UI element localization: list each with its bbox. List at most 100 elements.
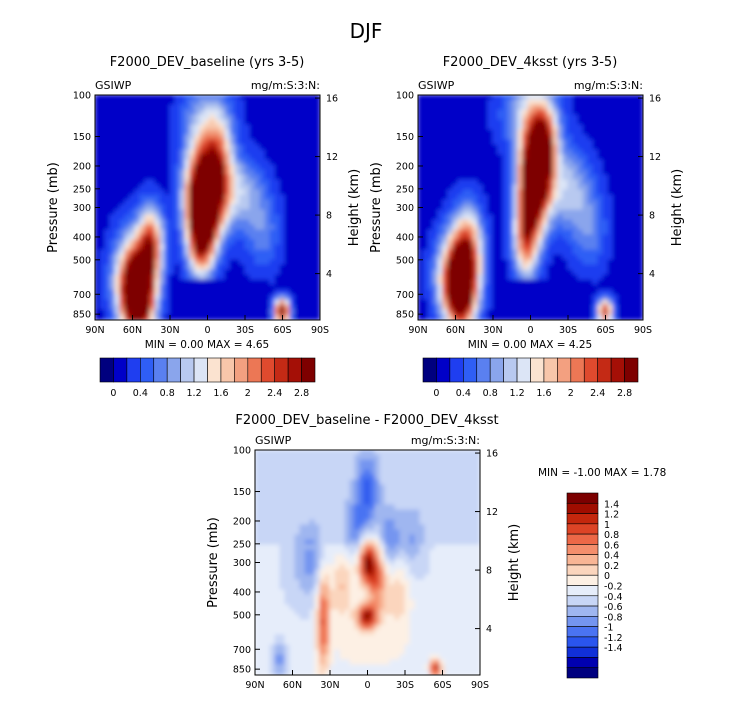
field-cell <box>502 199 509 206</box>
field-cell <box>294 244 301 251</box>
field-cell <box>432 254 439 261</box>
field-cell <box>264 474 271 481</box>
field-cell <box>482 279 489 286</box>
field-cell <box>547 95 554 101</box>
field-cell <box>632 284 639 291</box>
field-cell <box>249 154 256 161</box>
field-cell <box>164 229 171 236</box>
field-cell <box>184 124 191 131</box>
field-cell <box>522 179 529 186</box>
field-cell <box>259 264 266 271</box>
field-cell <box>109 129 116 136</box>
field-cell <box>622 244 629 251</box>
field-cell <box>354 529 361 536</box>
field-cell <box>99 119 106 126</box>
field-cell <box>474 454 480 461</box>
field-cell <box>522 124 529 131</box>
field-cell <box>469 504 476 511</box>
field-cell <box>592 95 599 101</box>
field-cell <box>184 209 191 216</box>
field-cell <box>129 189 136 196</box>
field-cell <box>422 134 429 141</box>
field-cell <box>149 249 156 256</box>
field-cell <box>467 244 474 251</box>
field-cell <box>309 459 316 466</box>
field-cell <box>439 524 446 531</box>
field-cell <box>154 119 161 126</box>
field-cell <box>467 274 474 281</box>
field-cell <box>194 314 201 320</box>
field-cell <box>517 294 524 301</box>
field-cell <box>522 239 529 246</box>
field-cell <box>294 450 301 456</box>
field-cell <box>144 204 151 211</box>
field-cell <box>469 514 476 521</box>
field-cell <box>224 184 231 191</box>
field-cell <box>447 314 454 320</box>
field-cell <box>537 189 544 196</box>
field-cell <box>597 174 604 181</box>
field-cell <box>204 234 211 241</box>
field-cell <box>562 269 569 276</box>
field-cell <box>269 214 276 221</box>
field-cell <box>482 184 489 191</box>
field-cell <box>627 264 634 271</box>
field-cell <box>482 179 489 186</box>
field-cell <box>224 239 231 246</box>
field-cell <box>259 299 266 306</box>
field-cell <box>537 244 544 251</box>
field-cell <box>487 304 494 311</box>
field-cell <box>477 299 484 306</box>
field-cell <box>577 124 584 131</box>
field-cell <box>344 504 351 511</box>
field-cell <box>149 299 156 306</box>
panel-difference: F2000_DEV_baseline - F2000_DEV_4ksst1001… <box>206 413 666 691</box>
field-cell <box>144 209 151 216</box>
field-cell <box>254 204 261 211</box>
field-cell <box>359 469 366 476</box>
field-cell <box>304 139 311 146</box>
field-cell <box>542 99 549 106</box>
field-cell <box>434 464 441 471</box>
field-cell <box>487 289 494 296</box>
field-cell <box>254 209 261 216</box>
field-cell <box>592 229 599 236</box>
field-cell <box>179 139 186 146</box>
field-cell <box>199 314 206 320</box>
field-cell <box>254 134 261 141</box>
field-cell <box>527 304 534 311</box>
field-cell <box>99 95 106 101</box>
field-cell <box>134 264 141 271</box>
field-cell <box>249 99 256 106</box>
field-cell <box>219 269 226 276</box>
field-cell <box>194 199 201 206</box>
field-cell <box>557 164 564 171</box>
field-cell <box>294 124 301 131</box>
field-cell <box>492 299 499 306</box>
field-cell <box>462 169 469 176</box>
field-cell <box>255 450 261 456</box>
field-cell <box>562 114 569 121</box>
field-cell <box>592 114 599 121</box>
field-cell <box>462 264 469 271</box>
field-cell <box>249 314 256 320</box>
field-cell <box>229 284 236 291</box>
field-cell <box>324 450 331 456</box>
field-cell <box>269 504 276 511</box>
field-cell <box>154 199 161 206</box>
field-cell <box>264 454 271 461</box>
field-cell <box>432 124 439 131</box>
field-cell <box>329 489 336 496</box>
field-cell <box>427 129 434 136</box>
field-cell <box>409 464 416 471</box>
field-cell <box>492 279 499 286</box>
field-cell <box>124 234 131 241</box>
field-cell <box>354 469 361 476</box>
field-cell <box>259 529 266 536</box>
field-cell <box>319 464 326 471</box>
field-cell <box>512 259 519 266</box>
field-cell <box>379 454 386 461</box>
field-cell <box>622 129 629 136</box>
field-cell <box>289 534 296 541</box>
field-cell <box>464 484 471 491</box>
